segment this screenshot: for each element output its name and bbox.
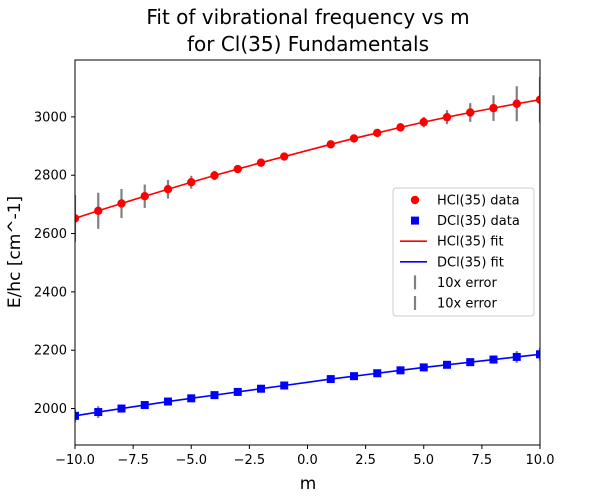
- data-point-hcl-35-data: [535, 95, 540, 104]
- data-point-hcl-35-data: [140, 192, 149, 201]
- plot-frame: [74, 59, 541, 446]
- legend-label: HCl(35) data: [437, 194, 520, 209]
- data-point-hcl-35-data: [396, 123, 405, 132]
- series-line-hcl-35-fit: [75, 98, 540, 220]
- data-point-dcl-35-data: [326, 375, 335, 384]
- data-point-dcl-35-data: [512, 352, 521, 361]
- data-point-dcl-35-data: [280, 381, 289, 390]
- data-point-hcl-35-data: [280, 152, 289, 161]
- data-point-dcl-35-data: [233, 387, 242, 396]
- data-point-hcl-35-data: [489, 103, 498, 113]
- data-point-dcl-35-data: [419, 363, 428, 372]
- data-point-hcl-35-data: [466, 108, 475, 117]
- legend-label: HCl(35) fit: [437, 235, 504, 250]
- legend-item: HCl(35) fit: [400, 235, 504, 250]
- data-point-dcl-35-data: [373, 369, 382, 378]
- y-axis-label: E/hc [cm^-1]: [5, 196, 25, 308]
- data-point-hcl-35-data: [94, 206, 103, 215]
- legend-item: 10x error: [413, 275, 497, 291]
- legend-marker-square: [411, 216, 419, 225]
- data-point-dcl-35-data: [117, 404, 126, 413]
- data-point-dcl-35-data: [489, 355, 498, 364]
- y-tick-label: 2600: [34, 227, 67, 242]
- x-tick-label: 2.5: [355, 453, 376, 468]
- legend: HCl(35) data DCl(35) data HCl(35) fit DCl(3…: [392, 187, 535, 317]
- data-point-hcl-35-data: [419, 117, 428, 127]
- data-point-dcl-35-data: [75, 411, 79, 420]
- data-point-dcl-35-data: [94, 408, 103, 417]
- data-point-dcl-35-data: [164, 397, 172, 406]
- legend-box: [392, 187, 535, 317]
- data-point-dcl-35-data: [350, 372, 358, 381]
- legend-item: HCl(35) data: [410, 194, 520, 209]
- legend-label: DCl(35) data: [437, 214, 520, 229]
- y-tick-label: 2200: [34, 344, 67, 359]
- data-point-hcl-35-data: [349, 134, 359, 143]
- legend-item: DCl(35) data: [411, 214, 520, 229]
- y-tick-label: 2400: [34, 285, 67, 300]
- chart-title-line2: for Cl(35) Fundamentals: [187, 32, 429, 56]
- x-tick-label: 7.5: [472, 453, 493, 468]
- x-axis-ticks: −10.0 −7.5 −5.0 −2.5 0.0 2.5 5.0 7.5 10.0: [55, 445, 554, 468]
- x-tick-label: −2.5: [234, 453, 266, 468]
- legend-marker-circle: [410, 195, 420, 205]
- data-point-hcl-35-data: [163, 185, 173, 194]
- data-point-hcl-35-data: [326, 140, 335, 149]
- data-point-dcl-35-data: [187, 394, 196, 403]
- legend-item: 10x error: [413, 296, 497, 312]
- data-point-dcl-35-data: [257, 384, 265, 393]
- x-tick-label: 10.0: [526, 453, 555, 468]
- legend-label: 10x error: [437, 297, 497, 312]
- data-point-hcl-35-data: [256, 158, 266, 167]
- data-point-hcl-35-data: [75, 214, 80, 223]
- y-axis-ticks: 2000 2200 2400 2600 2800 3000: [34, 110, 75, 417]
- data-point-hcl-35-data: [210, 171, 219, 180]
- data-point-hcl-35-data: [233, 164, 242, 174]
- x-tick-label: −10.0: [55, 453, 95, 468]
- x-tick-label: −5.0: [175, 453, 207, 468]
- data-point-dcl-35-data: [443, 360, 451, 369]
- data-point-dcl-35-data: [210, 391, 219, 400]
- legend-label: 10x error: [437, 276, 497, 291]
- data-point-dcl-35-data: [536, 350, 540, 359]
- x-tick-label: 5.0: [413, 453, 434, 468]
- legend-label: DCl(35) fit: [437, 255, 504, 270]
- fit-lines: [75, 98, 540, 417]
- chart-title-line1: Fit of vibrational frequency vs m: [146, 5, 469, 29]
- series-line-dcl-35-fit: [75, 353, 540, 417]
- legend-item: DCl(35) fit: [400, 255, 504, 270]
- data-point-dcl-35-data: [140, 401, 149, 410]
- x-tick-label: −7.5: [117, 453, 149, 468]
- data-point-dcl-35-data: [466, 358, 475, 367]
- x-tick-label: 0.0: [297, 453, 318, 468]
- data-point-hcl-35-data: [373, 128, 382, 138]
- data-point-dcl-35-data: [396, 366, 405, 375]
- data-point-hcl-35-data: [187, 178, 196, 187]
- y-tick-label: 2000: [34, 402, 67, 417]
- plot-area: [75, 76, 540, 423]
- data-point-hcl-35-data: [117, 199, 126, 208]
- data-points: [75, 95, 540, 420]
- y-tick-label: 3000: [34, 110, 67, 125]
- y-tick-label: 2800: [34, 169, 67, 184]
- data-point-hcl-35-data: [512, 99, 521, 108]
- data-point-hcl-35-data: [442, 112, 452, 122]
- x-axis-label: m: [300, 474, 317, 494]
